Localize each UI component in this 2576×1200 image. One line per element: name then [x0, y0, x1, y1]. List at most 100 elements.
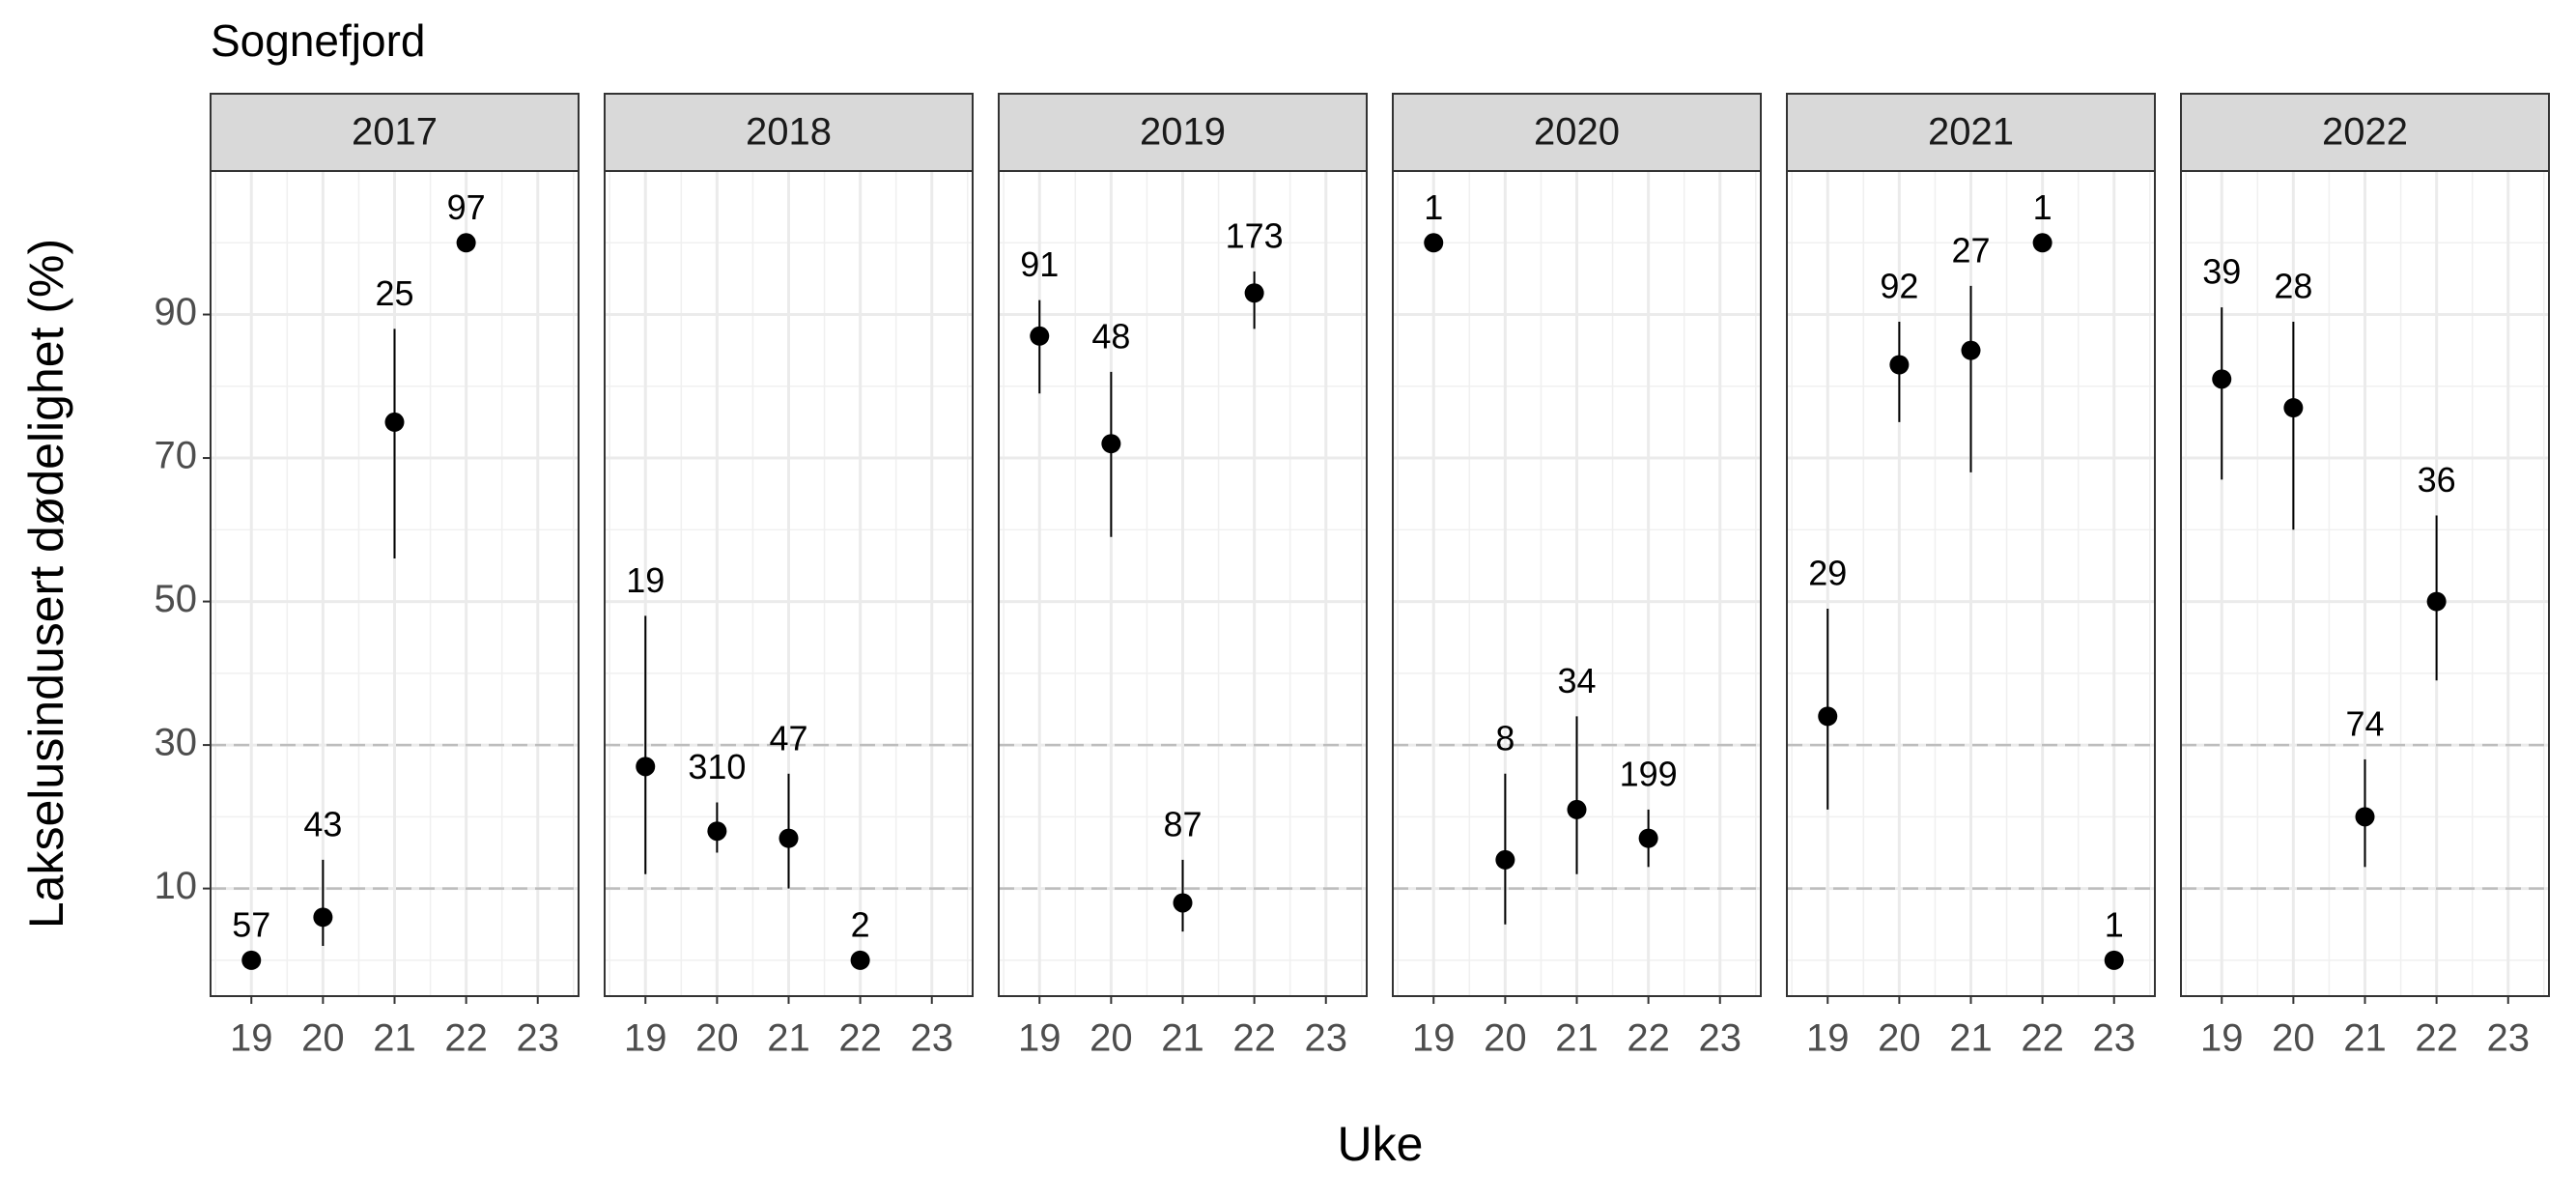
point: [636, 757, 656, 777]
point: [2104, 950, 2124, 970]
x-tick-label: 23: [1304, 1017, 1347, 1060]
data-label: 2: [851, 904, 870, 944]
point: [707, 821, 727, 842]
x-tick-label: 22: [444, 1017, 488, 1060]
x-tick-label: 23: [2486, 1017, 2530, 1060]
data-label: 92: [1880, 266, 1918, 305]
x-tick-label: 20: [1878, 1017, 1921, 1060]
x-tick-label: 19: [2200, 1017, 2244, 1060]
data-label: 29: [1808, 554, 1847, 593]
strip: [2180, 93, 2550, 172]
x-tick-label: 20: [1484, 1017, 1527, 1060]
strip-label: 2019: [1140, 111, 1226, 154]
data-label: 1: [2105, 904, 2124, 944]
y-tick-label: 10: [155, 865, 198, 907]
x-tick-label: 19: [1412, 1017, 1456, 1060]
x-tick-label: 20: [1090, 1017, 1133, 1060]
data-label: 43: [303, 804, 342, 843]
data-label: 91: [1020, 244, 1059, 284]
x-tick-label: 20: [695, 1017, 739, 1060]
panel-border: [1786, 170, 2156, 997]
data-label: 27: [1951, 230, 1990, 270]
data-label: 74: [2345, 703, 2384, 743]
point: [384, 412, 405, 432]
point: [241, 950, 262, 970]
point: [1818, 706, 1838, 727]
panel-border: [604, 170, 974, 997]
x-tick-label: 21: [1555, 1017, 1599, 1060]
x-tick-label: 22: [838, 1017, 882, 1060]
x-tick-label: 19: [230, 1017, 273, 1060]
data-label: 1: [1424, 187, 1443, 227]
x-tick-label: 23: [2092, 1017, 2136, 1060]
x-tick-label: 19: [1018, 1017, 1062, 1060]
point: [1889, 355, 1910, 375]
data-label: 310: [688, 747, 746, 786]
x-tick-label: 21: [2343, 1017, 2387, 1060]
point: [2283, 398, 2304, 418]
x-tick-label: 22: [2415, 1017, 2458, 1060]
y-tick-label: 30: [155, 722, 198, 764]
data-label: 199: [1620, 754, 1678, 793]
strip-label: 2022: [2322, 111, 2408, 154]
panel-border: [998, 170, 1368, 997]
y-axis-title: Lakselusindusert dødelighet (%): [19, 239, 73, 929]
strip: [604, 93, 974, 172]
x-tick-label: 22: [1627, 1017, 1670, 1060]
data-label: 173: [1226, 215, 1284, 255]
data-label: 87: [1163, 804, 1202, 843]
point: [1495, 849, 1515, 870]
panel-border: [1392, 170, 1762, 997]
point: [1101, 434, 1121, 454]
data-label: 39: [2202, 252, 2241, 292]
y-tick-label: 70: [155, 435, 198, 477]
x-tick-label: 21: [373, 1017, 416, 1060]
x-tick-label: 21: [1161, 1017, 1204, 1060]
data-label: 19: [626, 560, 665, 600]
point: [1030, 326, 1050, 346]
data-label: 25: [375, 273, 413, 313]
strip-label: 2017: [352, 111, 438, 154]
x-axis-title: Uke: [1338, 1117, 1424, 1171]
x-tick-label: 22: [1232, 1017, 1276, 1060]
strip: [998, 93, 1368, 172]
point: [313, 907, 333, 928]
data-label: 34: [1557, 661, 1596, 700]
point: [2032, 233, 2052, 253]
data-label: 48: [1091, 316, 1130, 356]
x-tick-label: 22: [2021, 1017, 2064, 1060]
panel-border: [210, 170, 580, 997]
strip: [1786, 93, 2156, 172]
point: [1173, 893, 1193, 913]
point: [2212, 369, 2232, 389]
point: [778, 828, 799, 848]
x-tick-label: 23: [1698, 1017, 1741, 1060]
chart-title: Sognefjord: [211, 15, 426, 66]
data-label: 1: [2033, 187, 2052, 227]
data-label: 97: [447, 187, 486, 227]
point: [1244, 283, 1264, 303]
y-tick-label: 90: [155, 291, 198, 333]
x-tick-label: 21: [767, 1017, 810, 1060]
point: [2355, 807, 2375, 827]
point: [850, 950, 870, 970]
strip-label: 2018: [746, 111, 832, 154]
x-tick-label: 23: [910, 1017, 953, 1060]
data-label: 47: [769, 718, 807, 757]
point: [1638, 828, 1658, 848]
point: [1567, 799, 1587, 819]
point: [1961, 340, 1981, 360]
point: [1424, 233, 1444, 253]
data-label: 57: [232, 904, 270, 944]
data-label: 8: [1495, 718, 1514, 757]
data-label: 28: [2274, 266, 2312, 305]
x-tick-label: 20: [301, 1017, 345, 1060]
x-tick-label: 20: [2272, 1017, 2315, 1060]
strip-label: 2021: [1928, 111, 2014, 154]
x-tick-label: 19: [624, 1017, 667, 1060]
point: [2426, 591, 2447, 612]
panel-border: [2180, 170, 2550, 997]
point: [456, 233, 476, 253]
